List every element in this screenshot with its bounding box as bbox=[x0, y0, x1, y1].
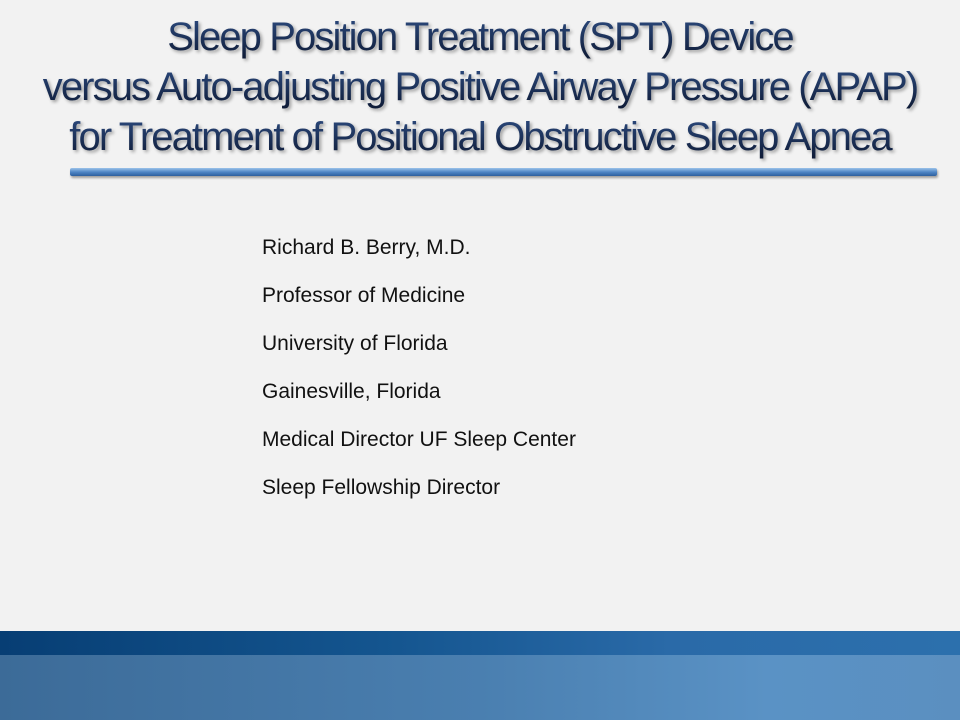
title-line: for Treatment of Positional Obstructive … bbox=[0, 112, 960, 162]
title-line: Sleep Position Treatment (SPT) Device bbox=[0, 12, 960, 62]
presenter-title: Professor of Medicine bbox=[262, 284, 466, 307]
presenter-info: Richard B. Berry, M.D. Professor of Medi… bbox=[262, 224, 576, 512]
presenter-role: Medical Director UF Sleep Center bbox=[262, 428, 576, 451]
title-line: versus Auto-adjusting Positive Airway Pr… bbox=[0, 62, 960, 112]
presenter-role: Sleep Fellowship Director bbox=[262, 476, 501, 499]
presenter-institution: University of Florida bbox=[262, 332, 448, 355]
presenter-name: Richard B. Berry, M.D. bbox=[262, 236, 471, 259]
title-underline-bar bbox=[70, 168, 937, 176]
slide-title: Sleep Position Treatment (SPT) Device ve… bbox=[0, 12, 960, 162]
presenter-location: Gainesville, Florida bbox=[262, 380, 441, 403]
footer-band-dark bbox=[0, 631, 960, 655]
footer-band-light bbox=[0, 655, 960, 720]
